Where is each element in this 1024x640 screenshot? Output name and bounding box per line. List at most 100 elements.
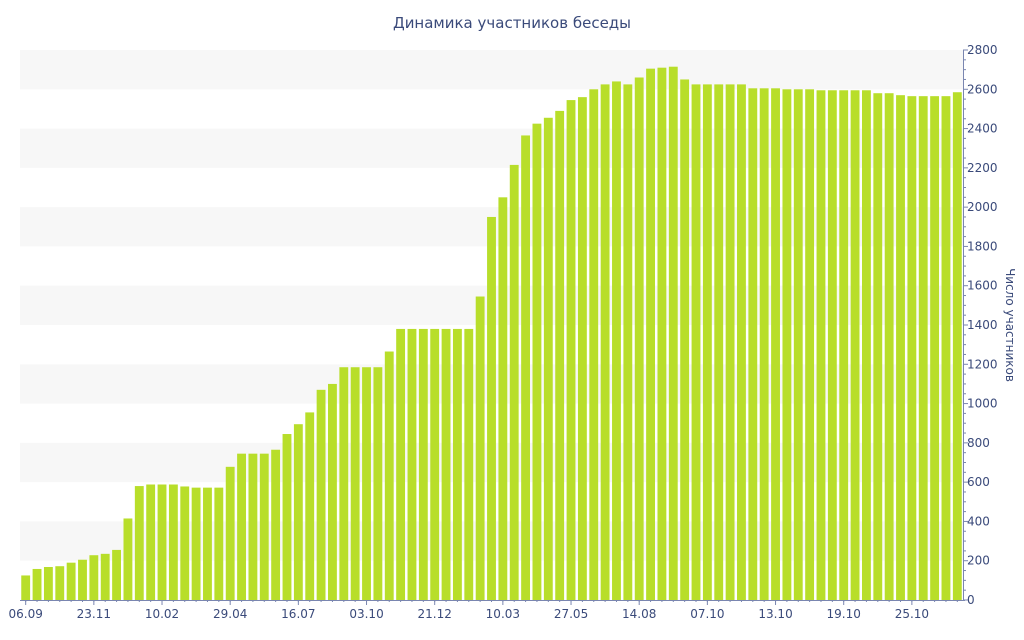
bar[interactable] <box>123 518 133 600</box>
bar[interactable] <box>646 68 655 600</box>
bar[interactable] <box>66 562 76 600</box>
bar[interactable] <box>862 90 871 601</box>
bar[interactable] <box>827 90 837 601</box>
bar[interactable] <box>214 487 224 600</box>
bar[interactable] <box>555 110 565 600</box>
bar[interactable] <box>521 135 531 600</box>
y-tick-label: 400 <box>967 514 990 528</box>
bar[interactable] <box>782 89 792 600</box>
bar[interactable] <box>293 424 303 600</box>
bar[interactable] <box>759 88 769 601</box>
bar[interactable] <box>89 555 99 600</box>
bar[interactable] <box>350 367 360 600</box>
x-tick-label: 16.07 <box>281 607 315 621</box>
bar[interactable] <box>146 484 156 601</box>
bar[interactable] <box>737 84 746 601</box>
bar[interactable] <box>714 84 724 601</box>
bar[interactable] <box>328 383 337 600</box>
x-tick-label: 07.10 <box>690 607 724 621</box>
bar[interactable] <box>952 92 962 600</box>
bar[interactable] <box>793 89 803 600</box>
grid-band <box>20 50 963 90</box>
bar[interactable] <box>316 389 326 600</box>
bar[interactable] <box>384 351 394 600</box>
bar[interactable] <box>237 453 246 600</box>
x-tick-label: 23.11 <box>77 607 111 621</box>
bar[interactable] <box>21 575 31 600</box>
bar[interactable] <box>873 93 883 601</box>
bar[interactable] <box>43 567 53 600</box>
bar[interactable] <box>702 84 712 601</box>
y-tick-label: 2200 <box>967 161 998 175</box>
y-tick-label: 600 <box>967 475 990 489</box>
chart-title: Динамика участников беседы <box>393 14 631 32</box>
bar[interactable] <box>362 367 371 600</box>
bar[interactable] <box>452 328 462 600</box>
bar[interactable] <box>282 434 292 600</box>
bar[interactable] <box>418 328 428 600</box>
bar[interactable] <box>577 97 587 600</box>
bar[interactable] <box>839 90 849 601</box>
bar[interactable] <box>441 328 451 600</box>
bar[interactable] <box>191 487 201 600</box>
bar[interactable] <box>725 84 735 601</box>
bar[interactable] <box>668 66 678 600</box>
bar[interactable] <box>634 77 644 601</box>
x-tick-label: 25.10 <box>895 607 929 621</box>
bar[interactable] <box>168 484 178 601</box>
bar[interactable] <box>805 89 815 600</box>
bar[interactable] <box>532 123 542 600</box>
bar[interactable] <box>850 90 860 601</box>
y-axis-label: Число участников <box>1003 268 1017 382</box>
bar[interactable] <box>305 412 315 600</box>
bar[interactable] <box>100 553 110 600</box>
bar[interactable] <box>612 81 621 601</box>
bar[interactable] <box>600 84 610 601</box>
bar[interactable] <box>930 96 940 600</box>
bar[interactable] <box>657 67 667 601</box>
bar[interactable] <box>339 367 349 600</box>
bar[interactable] <box>918 96 928 600</box>
bar[interactable] <box>78 559 87 600</box>
bar[interactable] <box>680 79 690 600</box>
bar[interactable] <box>487 216 496 600</box>
bar[interactable] <box>134 486 144 600</box>
y-tick-label: 1600 <box>967 279 998 293</box>
bar[interactable] <box>32 568 42 600</box>
bar[interactable] <box>225 466 235 600</box>
y-tick-label: 1000 <box>967 397 998 411</box>
bar[interactable] <box>259 453 269 600</box>
bar[interactable] <box>748 88 758 601</box>
y-tick-label: 0 <box>967 593 975 607</box>
bar[interactable] <box>816 90 826 601</box>
bar[interactable] <box>396 328 406 600</box>
bar[interactable] <box>373 367 383 600</box>
bar[interactable] <box>180 486 190 600</box>
bar[interactable] <box>623 84 633 601</box>
bar[interactable] <box>589 89 599 600</box>
bar[interactable] <box>407 328 417 600</box>
bar[interactable] <box>896 95 905 601</box>
bar[interactable] <box>464 328 474 600</box>
bar[interactable] <box>691 84 701 601</box>
bar[interactable] <box>771 88 780 601</box>
bar[interactable] <box>430 328 440 600</box>
y-tick-label: 2000 <box>967 200 998 214</box>
bar[interactable] <box>475 296 485 600</box>
bar[interactable] <box>566 100 576 600</box>
bar[interactable] <box>907 96 917 600</box>
bar[interactable] <box>271 449 281 600</box>
bar[interactable] <box>498 197 508 600</box>
bar[interactable] <box>941 96 951 600</box>
bar[interactable] <box>248 453 258 600</box>
x-tick-label: 27.05 <box>554 607 588 621</box>
bar[interactable] <box>884 93 894 601</box>
bar[interactable] <box>509 164 519 600</box>
bar[interactable] <box>543 117 553 601</box>
y-tick-label: 200 <box>967 554 990 568</box>
bar[interactable] <box>55 566 65 600</box>
bar[interactable] <box>112 549 121 600</box>
bar[interactable] <box>203 487 212 600</box>
bar[interactable] <box>157 484 167 601</box>
